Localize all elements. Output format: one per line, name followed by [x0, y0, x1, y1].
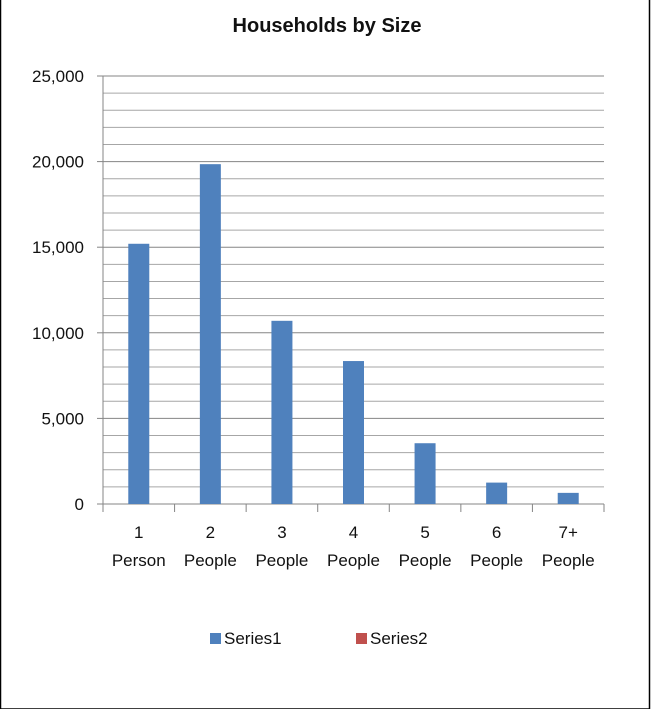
chart-title: Households by Size	[233, 15, 422, 37]
bar-5	[414, 443, 436, 504]
bar-1	[128, 243, 150, 504]
y-tick-label: 20,000	[32, 153, 84, 172]
x-tick-label: 4 People	[327, 523, 380, 570]
y-tick-label: 15,000	[32, 238, 84, 257]
gridlines	[103, 75, 604, 488]
x-tick-label: 7+ People	[542, 523, 595, 570]
x-tick-label: 3 People	[255, 523, 308, 570]
x-tick-label: 6 People	[470, 523, 523, 570]
bars	[128, 164, 579, 504]
bar-4	[343, 361, 364, 504]
y-tick-label: 0	[75, 495, 84, 514]
bar-7	[557, 492, 579, 504]
x-tick-label: 2 People	[184, 523, 237, 570]
legend-swatch-2	[356, 633, 367, 644]
legend-swatch-1	[210, 633, 221, 644]
bar-3	[271, 320, 293, 504]
bar-6	[486, 482, 508, 504]
x-tick-labels: 1 Person 2 People 3 People 4 People 5 People 6 Peop…	[112, 523, 595, 570]
x-tick-label: 1 Person	[112, 523, 166, 570]
legend: Series1 Series2	[210, 629, 428, 648]
y-tick-label: 10,000	[32, 324, 84, 343]
y-tick-label: 5,000	[41, 409, 84, 428]
legend-label-2: Series2	[370, 629, 428, 648]
y-tick-label: 25,000	[32, 67, 84, 86]
legend-label-1: Series1	[224, 629, 282, 648]
bar-2	[199, 164, 221, 504]
x-tick-label: 5 People	[399, 523, 452, 570]
y-tick-labels: 0 5,000 10,000 15,000 20,000 25,000	[32, 67, 84, 514]
